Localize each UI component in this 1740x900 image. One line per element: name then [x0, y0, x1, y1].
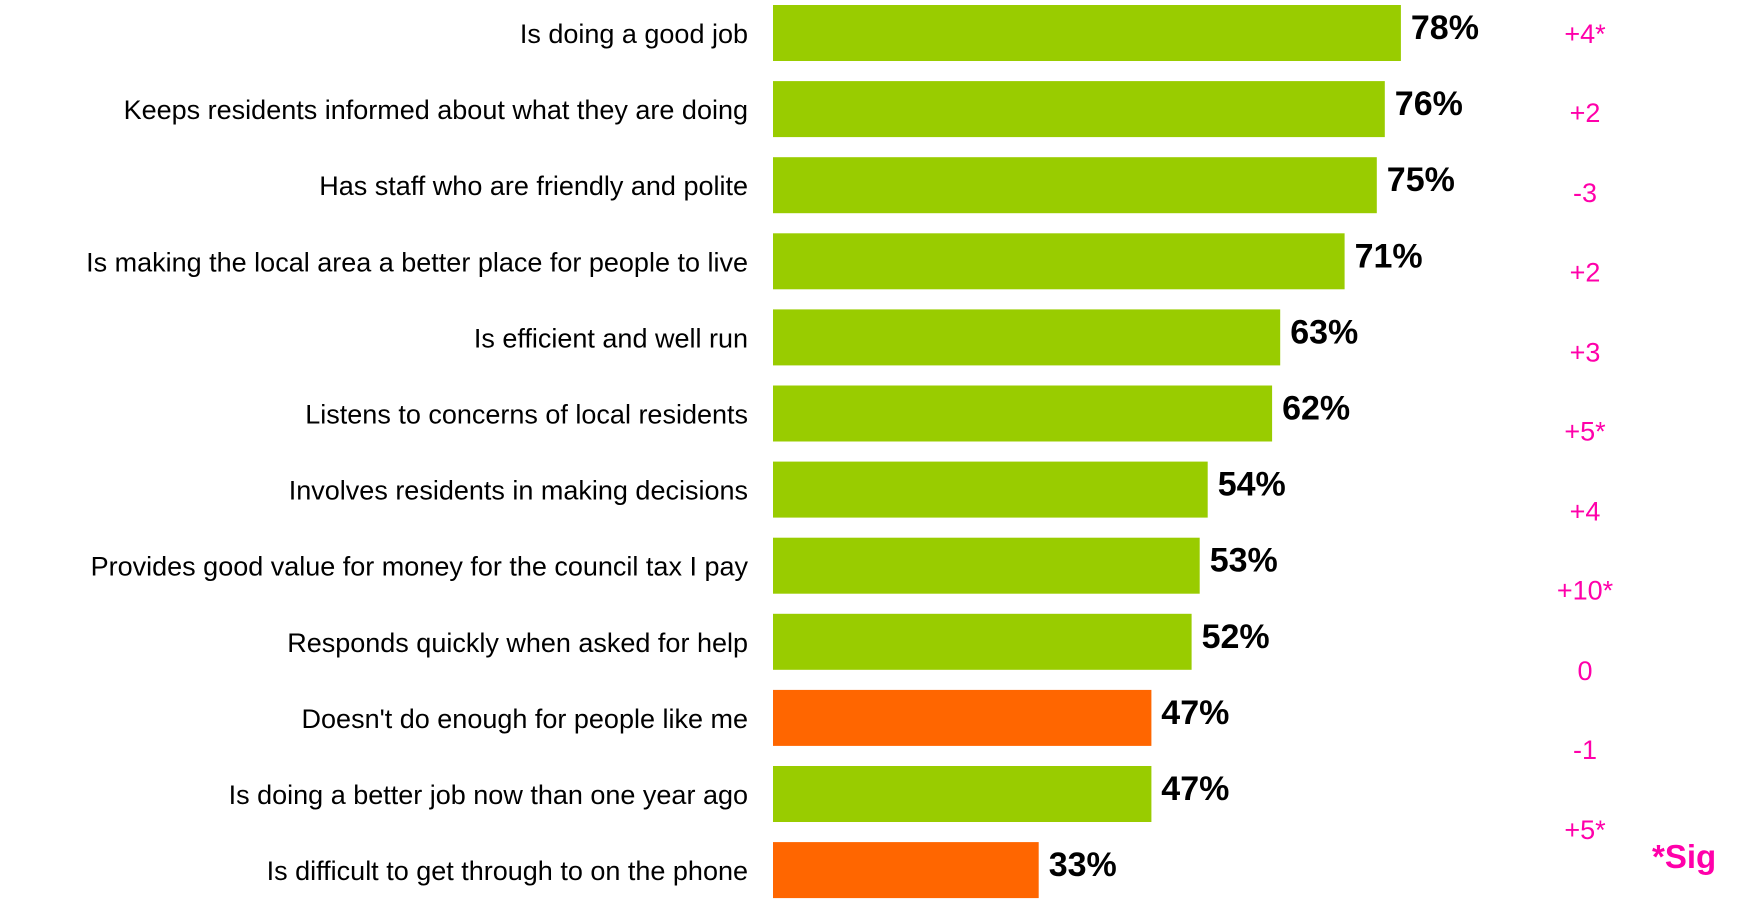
change-label: +4* — [1564, 19, 1606, 49]
category-label: Is doing a better job now than one year … — [229, 780, 748, 810]
bar-6 — [773, 385, 1273, 442]
significance-note: *Sig — [1652, 838, 1716, 875]
category-label: Listens to concerns of local residents — [305, 400, 748, 430]
category-labels-group: Is doing a good job Keeps residents infor… — [86, 19, 748, 886]
change-label: +5* — [1564, 815, 1606, 845]
value-label: 54% — [1218, 466, 1286, 504]
value-label: 76% — [1395, 85, 1463, 123]
change-label: +3 — [1570, 337, 1601, 367]
bar-2 — [773, 81, 1385, 138]
value-label: 47% — [1161, 770, 1229, 808]
bar-12 — [773, 842, 1039, 899]
bar-3 — [773, 157, 1377, 214]
bars-group — [773, 5, 1401, 899]
change-label: -1 — [1573, 735, 1597, 765]
category-label: Doesn't do enough for people like me — [302, 704, 748, 734]
category-label: Involves residents in making decisions — [289, 476, 748, 506]
value-label: 63% — [1290, 313, 1358, 351]
change-labels-group: +4* +2 -3 +2 +3 +5* +4 +10* 0 -1 +5* -4* — [1557, 19, 1614, 900]
category-label: Provides good value for money for the co… — [91, 552, 749, 582]
change-label: -4* — [1568, 898, 1603, 900]
bar-5 — [773, 309, 1281, 366]
change-label: 0 — [1577, 656, 1592, 686]
change-label: +2 — [1570, 257, 1601, 287]
change-label: +2 — [1570, 98, 1601, 128]
value-label: 52% — [1202, 618, 1270, 656]
bar-8 — [773, 537, 1200, 594]
bar-10 — [773, 689, 1152, 746]
category-label: Has staff who are friendly and polite — [319, 171, 748, 201]
value-label: 71% — [1355, 237, 1423, 275]
value-label: 53% — [1210, 542, 1278, 580]
bar-1 — [773, 5, 1401, 61]
value-label: 75% — [1387, 161, 1455, 199]
category-label: Keeps residents informed about what they… — [124, 95, 748, 125]
bar-4 — [773, 233, 1345, 290]
value-label: 47% — [1161, 694, 1229, 732]
value-label: 33% — [1049, 846, 1117, 884]
change-label: +4 — [1570, 497, 1601, 527]
value-labels-group: 78% 76% 75% 71% 63% 62% 54% 53% 52% 47% 47% 33% — [1049, 9, 1479, 884]
category-label: Responds quickly when asked for help — [287, 628, 748, 658]
change-label: +5* — [1564, 417, 1606, 447]
category-label: Is difficult to get through to on the ph… — [267, 856, 748, 886]
change-label: +10* — [1557, 576, 1614, 606]
category-label: Is efficient and well run — [474, 323, 748, 353]
bar-11 — [773, 766, 1152, 822]
bar-9 — [773, 613, 1192, 670]
change-label: -3 — [1573, 178, 1597, 208]
category-label: Is doing a good job — [520, 19, 748, 49]
value-label: 62% — [1282, 390, 1350, 428]
category-label: Is making the local area a better place … — [86, 247, 748, 277]
bar-7 — [773, 461, 1208, 518]
value-label: 78% — [1411, 9, 1479, 47]
